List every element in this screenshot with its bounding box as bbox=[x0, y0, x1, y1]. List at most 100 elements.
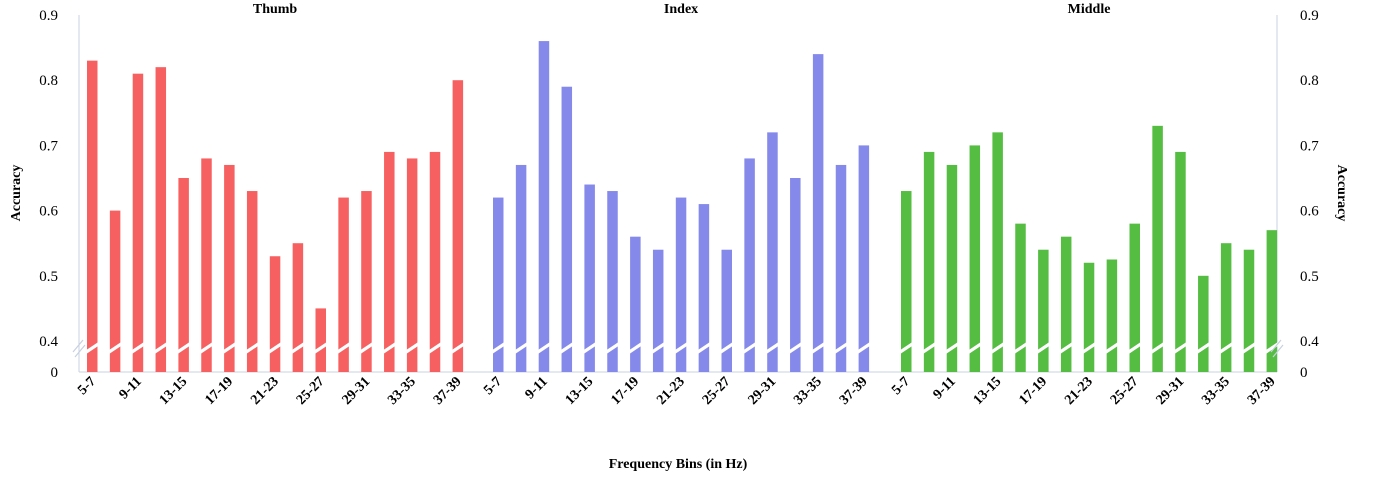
y-tick-label-left: 0.4 bbox=[39, 334, 58, 350]
bar-thumb bbox=[269, 256, 281, 372]
bar-break-mark bbox=[896, 340, 917, 356]
bar-index bbox=[790, 178, 801, 372]
bar-thumb bbox=[178, 178, 189, 372]
x-tick-label: 29-31 bbox=[340, 374, 374, 408]
x-tick-label: 29-31 bbox=[746, 374, 780, 408]
x-tick-label: 21-23 bbox=[248, 374, 282, 408]
bar-thumb bbox=[246, 191, 258, 372]
group-label-thumb: Thumb bbox=[253, 2, 298, 17]
x-tick-label: 37-39 bbox=[837, 374, 871, 408]
bar-index bbox=[561, 86, 573, 372]
bar-middle bbox=[1266, 230, 1278, 372]
x-tick-label: 17-19 bbox=[1016, 374, 1050, 408]
bar-thumb bbox=[429, 151, 441, 372]
x-tick-label: 9-11 bbox=[523, 374, 551, 402]
bar-break-mark bbox=[625, 340, 646, 356]
bar-break-mark bbox=[919, 340, 939, 356]
bar-thumb bbox=[109, 210, 121, 372]
x-tick-label: 25-27 bbox=[1108, 374, 1142, 408]
bar-middle bbox=[923, 151, 935, 372]
bar-break-mark bbox=[173, 340, 194, 356]
y-axis-break-mark bbox=[74, 344, 86, 358]
y-tick-label-right: 0 bbox=[1300, 365, 1308, 381]
bar-middle bbox=[901, 191, 912, 372]
bar-middle bbox=[992, 132, 1003, 372]
bar-break-mark bbox=[242, 340, 263, 356]
y-tick-label-right: 0.6 bbox=[1300, 204, 1319, 220]
bar-break-mark bbox=[1216, 340, 1237, 356]
x-tick-label: 13-15 bbox=[971, 374, 1005, 408]
bar-thumb bbox=[384, 151, 395, 372]
bar-thumb bbox=[315, 308, 326, 372]
axis-break-marks bbox=[72, 339, 1284, 358]
bar-middle bbox=[1175, 151, 1186, 372]
bar-break-mark bbox=[447, 340, 468, 356]
group-label-middle: Middle bbox=[1068, 2, 1111, 17]
bar-middle bbox=[1198, 275, 1209, 372]
x-tick-label: 37-39 bbox=[431, 374, 465, 408]
bar-thumb bbox=[201, 158, 212, 372]
x-tick-label: 33-35 bbox=[791, 374, 825, 408]
bar-break-mark bbox=[671, 340, 691, 356]
bar-thumb bbox=[361, 191, 372, 372]
bar-break-mark bbox=[1010, 340, 1031, 356]
bar-break-mark bbox=[579, 340, 600, 356]
bar-thumb bbox=[338, 197, 349, 372]
x-tick-label: 5-7 bbox=[75, 374, 99, 398]
bar-break-mark bbox=[219, 340, 240, 356]
bar-break-mark bbox=[1079, 340, 1099, 356]
bar-thumb bbox=[87, 60, 98, 372]
bar-thumb bbox=[452, 80, 464, 372]
bar-index bbox=[652, 249, 664, 372]
bar-middle bbox=[1243, 249, 1255, 372]
left-y-ticks: 0 0.4 0.5 0.6 0.7 0.8 0.9 bbox=[39, 8, 58, 381]
x-tick-label: 5-7 bbox=[889, 374, 913, 398]
bar-middle bbox=[1129, 223, 1140, 372]
bar-index bbox=[607, 191, 618, 372]
bar-break-mark bbox=[831, 340, 851, 356]
bar-middle bbox=[1015, 223, 1026, 372]
bar-break-mark bbox=[942, 340, 962, 356]
bars bbox=[82, 41, 1282, 373]
bar-break-mark bbox=[1239, 340, 1259, 356]
bar-middle bbox=[1038, 249, 1049, 372]
bar-break-mark bbox=[265, 340, 285, 356]
bar-break-mark bbox=[1102, 340, 1122, 356]
bar-break-mark bbox=[648, 340, 669, 356]
y-tick-label-right: 0.4 bbox=[1300, 334, 1319, 350]
x-tick-label: 9-11 bbox=[117, 374, 145, 402]
bar-index bbox=[630, 236, 641, 372]
x-tick-label: 13-15 bbox=[563, 374, 597, 408]
bar-break-mark bbox=[1056, 340, 1077, 356]
y-tick-label-right: 0.9 bbox=[1300, 8, 1319, 24]
bar-break-mark bbox=[739, 340, 760, 356]
bar-break-mark bbox=[82, 340, 103, 356]
y-tick-label-left: 0.8 bbox=[39, 73, 58, 89]
x-tick-label: 21-23 bbox=[1062, 374, 1096, 408]
x-tick-label: 9-11 bbox=[931, 374, 959, 402]
right-y-ticks: 0 0.4 0.5 0.6 0.7 0.8 0.9 bbox=[1300, 8, 1319, 381]
bar-index bbox=[835, 164, 847, 372]
y-tick-label-left: 0 bbox=[51, 365, 59, 381]
x-tick-labels: 5-7 9-11 13-15 17-19 21-23 25-27 29-31 33-35 37-… bbox=[75, 374, 1278, 408]
bar-index bbox=[744, 158, 755, 372]
bar-break-mark bbox=[356, 340, 377, 356]
bar-index bbox=[721, 249, 732, 372]
x-tick-label: 33-35 bbox=[1199, 374, 1233, 408]
x-tick-label: 5-7 bbox=[481, 374, 505, 398]
bar-break-mark bbox=[488, 340, 509, 356]
bar-index bbox=[584, 184, 595, 372]
y-tick-label-right: 0.5 bbox=[1300, 269, 1319, 285]
bar-break-mark bbox=[1193, 340, 1214, 356]
y-axis-break-mark bbox=[1272, 344, 1284, 358]
bar-index bbox=[858, 145, 870, 372]
bar-break-mark bbox=[511, 340, 531, 356]
bar-break-mark bbox=[964, 340, 985, 356]
bar-thumb bbox=[292, 243, 304, 372]
y-tick-label-right: 0.8 bbox=[1300, 73, 1319, 89]
bar-break-mark bbox=[150, 340, 171, 356]
bar-break-mark bbox=[1124, 340, 1145, 356]
bar-thumb bbox=[155, 67, 167, 372]
bar-middle bbox=[969, 145, 981, 372]
